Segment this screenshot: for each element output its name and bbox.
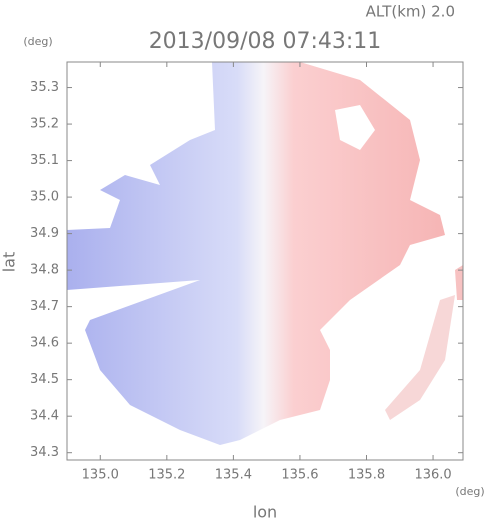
x-tick-label: 135.0 <box>82 468 119 483</box>
altitude-label: ALT(km) 2.0 <box>366 3 455 21</box>
y-tick-label: 34.6 <box>30 336 59 351</box>
x-tick-label: 136.0 <box>414 468 451 483</box>
y-tick-label: 34.4 <box>30 409 59 424</box>
x-axis-label: lon <box>253 503 277 521</box>
x-tick-label: 135.4 <box>215 468 252 483</box>
y-unit: (deg) <box>23 35 52 48</box>
plot-frame <box>66 61 464 461</box>
y-tick-label: 35.2 <box>30 117 59 132</box>
y-tick-label: 34.8 <box>30 263 59 278</box>
y-tick-label: 34.5 <box>30 372 59 387</box>
y-tick-label: 35.1 <box>30 153 59 168</box>
x-tick-label: 135.2 <box>148 468 185 483</box>
x-tick-label: 135.6 <box>281 468 318 483</box>
y-tick-label: 34.9 <box>30 226 59 241</box>
chart-title: 2013/09/08 07:43:11 <box>149 29 382 54</box>
y-tick-label: 34.3 <box>30 445 59 460</box>
y-tick-label: 35.3 <box>30 80 59 95</box>
x-unit: (deg) <box>455 485 484 498</box>
y-tick-label: 35.0 <box>30 190 59 205</box>
y-axis-label: lat <box>0 252 19 273</box>
x-tick-label: 135.8 <box>348 468 385 483</box>
y-tick-label: 34.7 <box>30 299 59 314</box>
velocity-field <box>67 62 463 445</box>
